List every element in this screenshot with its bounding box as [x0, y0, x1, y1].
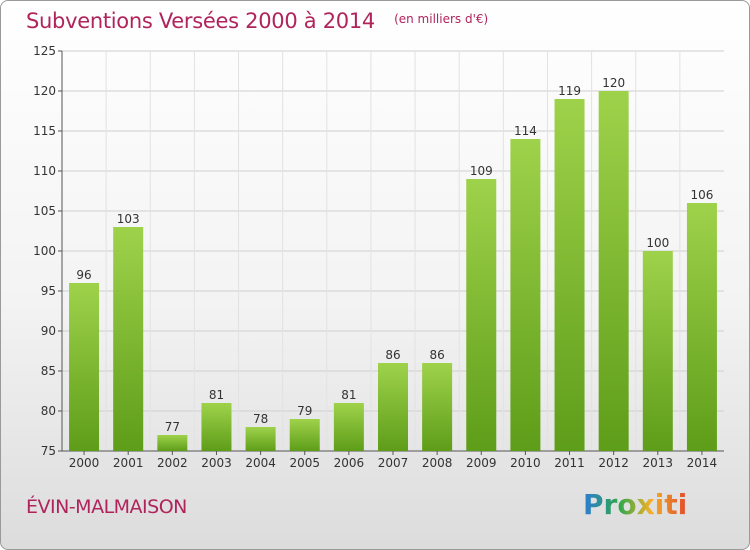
bar — [554, 99, 585, 451]
bar-value-label: 100 — [646, 236, 669, 250]
bar-value-label: 86 — [385, 348, 400, 362]
y-tick-label: 110 — [33, 164, 56, 178]
bar-value-label: 81 — [209, 388, 224, 402]
bar — [245, 427, 276, 451]
bar — [686, 203, 717, 451]
bar-value-label: 109 — [470, 164, 493, 178]
x-tick-label: 2008 — [422, 456, 453, 470]
chart-subtitle: (en milliers d'€) — [394, 12, 489, 26]
y-tick-label: 125 — [33, 44, 56, 58]
bar-value-label: 86 — [429, 348, 444, 362]
x-tick-label: 2006 — [334, 456, 365, 470]
y-tick-label: 85 — [41, 364, 56, 378]
bars — [69, 91, 717, 451]
bar — [510, 139, 541, 451]
bar-value-label: 96 — [76, 268, 91, 282]
bar-value-label: 119 — [558, 84, 581, 98]
bar — [113, 227, 144, 451]
bar-value-label: 81 — [341, 388, 356, 402]
bar — [422, 363, 453, 451]
x-tick-label: 2004 — [245, 456, 276, 470]
y-tick-label: 90 — [41, 324, 56, 338]
y-tick-label: 75 — [41, 444, 56, 458]
title-block: Subventions Versées 2000 à 2014 (en mill… — [26, 9, 488, 33]
y-tick-label: 105 — [33, 204, 56, 218]
bar — [466, 179, 497, 451]
y-tick-label: 80 — [41, 404, 56, 418]
bar — [642, 251, 673, 451]
x-tick-label: 2003 — [201, 456, 232, 470]
proxiti-logo: Proxiti — [583, 488, 688, 521]
bar — [201, 403, 232, 451]
bar — [598, 91, 629, 451]
x-tick-label: 2013 — [643, 456, 674, 470]
bar-value-label: 114 — [514, 124, 537, 138]
x-tick-label: 2012 — [598, 456, 629, 470]
bar-value-label: 79 — [297, 404, 312, 418]
bar — [333, 403, 364, 451]
bar — [289, 419, 320, 451]
x-tick-label: 2014 — [687, 456, 718, 470]
x-tick-label: 2009 — [466, 456, 497, 470]
y-tick-label: 120 — [33, 84, 56, 98]
bar-value-label: 103 — [117, 212, 140, 226]
bar-value-label: 120 — [602, 76, 625, 90]
x-tick-label: 2005 — [289, 456, 320, 470]
bar — [378, 363, 408, 451]
y-tick-label: 95 — [41, 284, 56, 298]
x-tick-label: 2000 — [69, 456, 100, 470]
city-name: ÉVIN-MALMAISON — [26, 496, 187, 518]
x-tick-label: 2007 — [378, 456, 409, 470]
chart-title: Subventions Versées 2000 à 2014 — [26, 9, 375, 33]
labels: 75 80 85 90 95 100 105 110 115 120 125 96 2000 103 200… — [33, 44, 717, 470]
y-tick-label: 100 — [33, 244, 56, 258]
x-tick-label: 2010 — [510, 456, 541, 470]
bar — [157, 435, 188, 451]
x-tick-label: 2002 — [157, 456, 188, 470]
bar-value-label: 77 — [165, 420, 180, 434]
y-tick-label: 115 — [33, 124, 56, 138]
bar-value-label: 106 — [690, 188, 713, 202]
bar-value-label: 78 — [253, 412, 268, 426]
x-tick-label: 2011 — [554, 456, 585, 470]
bar — [69, 283, 100, 451]
x-tick-label: 2001 — [113, 456, 144, 470]
